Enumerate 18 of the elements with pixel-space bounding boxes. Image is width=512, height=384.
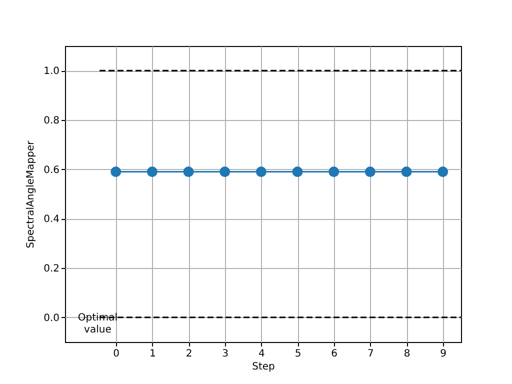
y-tick-label: 0.4 [44,214,60,226]
x-tick-label: 7 [367,348,374,360]
y-axis-title: SpectralAngleMapper [26,140,37,248]
x-tick-label: 4 [258,348,265,360]
x-tick-label: 0 [113,348,120,360]
y-tick-label: 0.2 [44,264,60,274]
x-tick-label: 2 [186,348,192,360]
x-tick-label: 8 [404,348,410,360]
x-tick-label: 9 [440,348,447,360]
y-tick-label: 0.0 [44,312,60,324]
x-axis-title: Step [252,362,275,372]
x-tick-label: 3 [222,348,229,360]
x-tick-label: 1 [150,348,156,360]
y-tick-label: 0.8 [44,116,60,126]
x-tick-label: 5 [294,348,302,360]
y-tick-label: 0.6 [44,164,60,176]
x-tick-label: 6 [331,348,338,360]
y-tick-label: 1.0 [44,66,60,78]
